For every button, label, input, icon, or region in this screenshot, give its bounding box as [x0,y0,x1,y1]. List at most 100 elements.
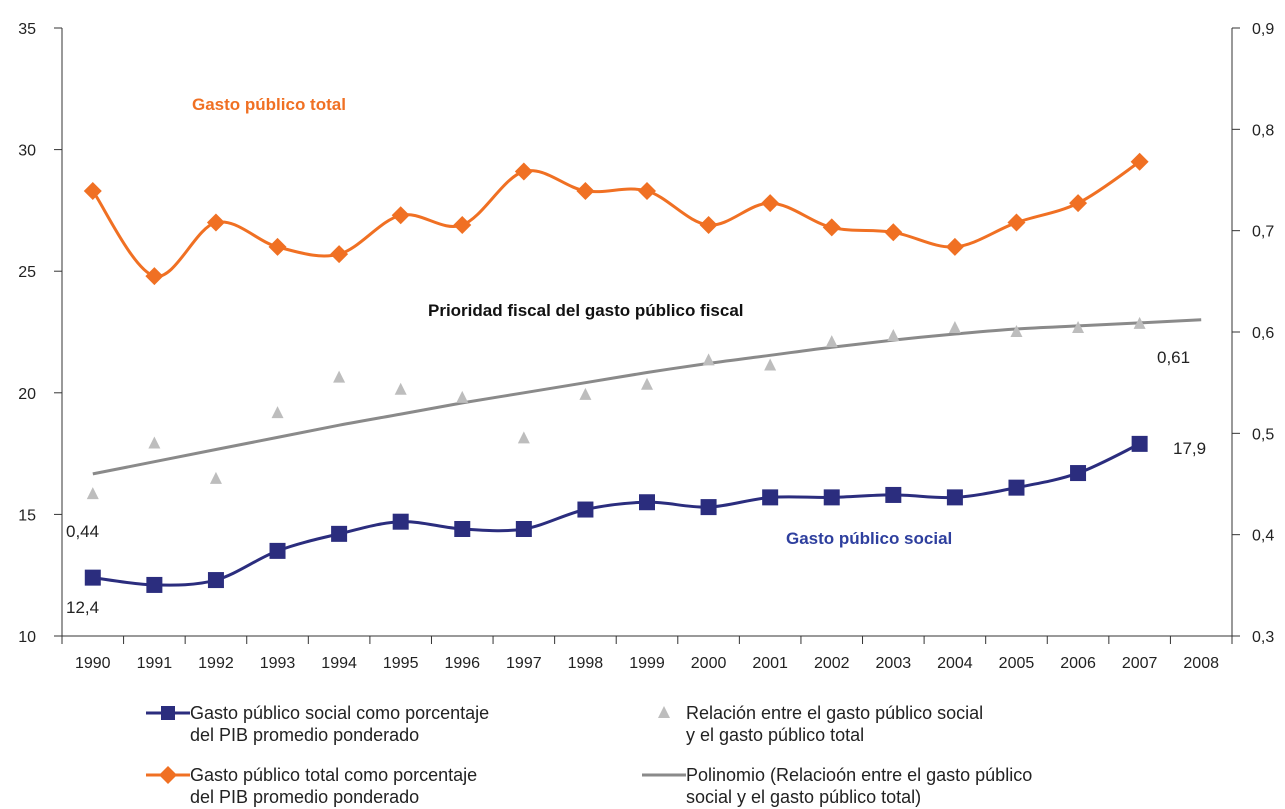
x-tick-label: 1994 [321,655,357,672]
annotations: Gasto público total Prioridad fiscal del… [66,95,1206,617]
y-right-tick-label: 0,3 [1252,629,1274,646]
series-2-point [1133,316,1146,329]
y-right-tick-label: 0,6 [1252,325,1274,342]
y-right-tick-label: 0,7 [1252,224,1274,241]
label-start-ratio: 0,44 [66,522,99,541]
legend-item-social: Gasto público social como porcentaje del … [146,702,489,746]
y-right-tick-label: 0,4 [1252,528,1274,545]
series-1-point [1130,152,1149,171]
series-2-point [641,377,653,390]
legend-symbol-polinomio [642,764,686,786]
label-end-social: 17,9 [1173,439,1206,458]
series-1-point [453,215,472,234]
series-0-point [1008,479,1025,496]
series-1-point [330,245,349,264]
series-1-point [761,194,780,213]
series-0 [84,435,1148,593]
series-2-point [86,487,99,500]
series-1-point [514,162,533,181]
legend-label-total: Gasto público total como porcentaje del P… [190,765,478,807]
series-0-point [207,572,224,589]
series-0-point [84,569,101,586]
annotation-gasto-total: Gasto público total [192,95,346,114]
series-3 [92,318,1202,476]
y-left-tick-label: 15 [18,507,36,524]
series-1-point [945,237,964,256]
x-tick-label: 1996 [444,655,480,672]
series-1-point [576,181,595,200]
series-1-point [206,213,225,232]
series-0-point [146,576,163,593]
series-2-point [579,387,592,400]
x-tick-label: 1998 [568,655,604,672]
series-1-point [391,206,410,225]
series-0-line [92,442,1141,587]
x-tick-label: 1992 [198,655,234,672]
series-2-point [1072,320,1085,333]
axes: 10 15 20 25 30 35 0,3 0,4 0,5 0,6 0,7 0,8 0,9 1990 199… [18,21,1274,672]
series-2-point [948,320,961,333]
y-left-tick-label: 35 [18,21,36,38]
series-0-point [454,520,471,537]
series-2-point [271,406,284,419]
series-1 [83,152,1149,286]
y-left-tick-label: 20 [18,386,36,403]
series-2-point [887,329,900,342]
series-2-point [209,471,222,484]
y-left-tick-label: 10 [18,629,36,646]
x-tick-label: 2001 [752,655,788,672]
legend-symbol-relacion [642,702,686,724]
x-tick-label: 2004 [937,655,973,672]
series-2-point [148,436,161,449]
series-2-point [517,431,530,444]
series-0-point [823,489,840,506]
series-1-point [884,223,903,242]
legend-label-social: Gasto público social como porcentaje del … [190,703,490,745]
series-layer [83,152,1202,593]
legend-item-relacion: Relación entre el gasto público social y … [642,702,983,746]
series-1-point [268,237,287,256]
x-tick-label: 1990 [75,655,111,672]
legend-symbol-social [146,702,190,724]
x-tick-label: 1999 [629,655,665,672]
series-2-point [394,382,407,395]
series-0-point [515,520,532,537]
x-tick-label: 2003 [876,655,912,672]
series-0-point [392,513,409,530]
annotation-prioridad-fiscal: Prioridad fiscal del gasto público fisca… [428,301,744,320]
legend-item-total: Gasto público total como porcentaje del P… [146,764,477,808]
series-1-point [1069,194,1088,213]
y-right-tick-label: 0,8 [1252,122,1274,139]
label-start-social: 12,4 [66,598,99,617]
x-tick-label: 2008 [1183,655,1219,672]
series-0-point [639,494,655,511]
series-1-point [1007,213,1026,232]
legend-label-relacion: Relación entre el gasto público social y … [686,703,984,745]
series-2-point [825,335,838,348]
series-2-point [702,353,715,366]
series-1-point [638,181,656,200]
series-2 [86,316,1146,500]
x-tick-label: 1993 [260,655,296,672]
annotation-gasto-social: Gasto público social [786,529,952,548]
series-2-point [1010,325,1023,337]
label-end-ratio: 0,61 [1157,348,1190,367]
y-left-tick-label: 25 [18,264,36,281]
series-0-point [1070,465,1087,482]
series-0-point [331,525,348,542]
x-tick-label: 1991 [137,655,173,672]
x-tick-label: 1997 [506,655,542,672]
series-1-point [83,181,102,200]
series-0-point [700,499,717,516]
series-0-point [1131,435,1148,452]
series-0-point [762,489,779,506]
x-tick-label: 2007 [1122,655,1158,672]
series-2-point [333,370,346,383]
series-3-line [92,318,1202,476]
series-0-point [577,501,594,518]
y-right-tick-label: 0,9 [1252,21,1274,38]
series-1-line [91,160,1141,278]
series-1-point [699,215,718,234]
series-0-point [269,542,286,559]
series-1-point [145,267,164,286]
